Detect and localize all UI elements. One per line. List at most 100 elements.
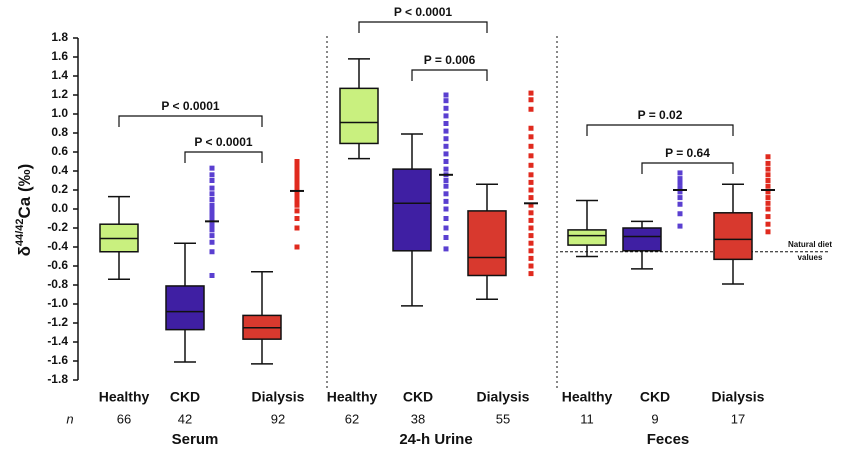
point [443, 128, 449, 134]
point [765, 160, 771, 166]
point [765, 189, 771, 195]
point [528, 202, 534, 208]
reference-label: Natural diet [788, 240, 832, 249]
y-tick-label: -0.8 [47, 277, 68, 291]
point [528, 263, 534, 269]
point [528, 225, 534, 231]
y-tick-label: -1.6 [47, 353, 68, 367]
y-tick-label: -0.6 [47, 258, 68, 272]
point [528, 179, 534, 185]
y-tick-label: -0.4 [47, 239, 68, 253]
point [294, 183, 300, 189]
y-tick-label: 0.0 [51, 201, 68, 215]
n-value: 55 [496, 411, 510, 426]
point [677, 170, 683, 176]
point [294, 172, 300, 178]
point [209, 197, 215, 202]
point [765, 166, 771, 172]
point [443, 92, 449, 98]
point [209, 233, 215, 239]
group-label: 24-h Urine [399, 431, 472, 448]
point [528, 187, 534, 193]
y-axis-label: δ44/42Ca (‰) [14, 164, 35, 257]
point [443, 143, 449, 149]
point [443, 166, 449, 172]
point [209, 239, 215, 245]
point [294, 159, 300, 164]
point [765, 195, 771, 201]
y-tick-label: -1.4 [47, 334, 68, 348]
point [443, 216, 449, 221]
y-label-sup: 44/42 [14, 218, 26, 246]
x-tick-label: Healthy [562, 389, 613, 405]
point [209, 172, 215, 178]
point [677, 189, 683, 195]
point [443, 246, 449, 252]
point [677, 185, 683, 191]
annotation: P = 0.02 [638, 108, 683, 122]
y-tick-label: 0.6 [51, 144, 68, 158]
point [528, 125, 534, 131]
box [392, 168, 432, 252]
point [443, 191, 449, 197]
point [765, 183, 771, 189]
y-tick-label: -1.0 [47, 296, 68, 310]
bracket [358, 21, 488, 33]
point [677, 201, 683, 207]
point [294, 216, 300, 221]
point [294, 163, 300, 169]
point [209, 227, 215, 233]
point [765, 214, 771, 220]
annotation: P = 0.006 [424, 53, 476, 67]
point [294, 191, 300, 197]
x-tick-label: CKD [640, 389, 670, 405]
point [528, 233, 534, 239]
point [528, 240, 534, 246]
point [528, 217, 534, 223]
y-tick-label: -1.2 [47, 315, 68, 329]
annotation: P < 0.0001 [394, 5, 452, 19]
x-tick-label: CKD [170, 389, 200, 405]
bracket [586, 124, 734, 136]
point [294, 176, 300, 182]
point [294, 195, 300, 201]
point [677, 223, 683, 229]
point [528, 210, 534, 216]
point [765, 229, 771, 235]
bracket [118, 115, 263, 127]
point [528, 143, 534, 149]
point [209, 178, 215, 183]
point [528, 162, 534, 168]
point [209, 222, 215, 228]
point [209, 273, 215, 278]
y-tick-label: 0.8 [51, 125, 68, 139]
n-value: 38 [411, 411, 425, 426]
y-tick-label: 1.8 [51, 30, 68, 44]
point [209, 206, 215, 212]
point [294, 208, 300, 214]
n-value: 42 [178, 411, 192, 426]
point [443, 105, 449, 111]
point [443, 183, 449, 189]
n-value: 11 [580, 411, 594, 426]
n-value: 9 [651, 411, 658, 426]
box [165, 285, 205, 331]
point [677, 180, 683, 186]
n-value: 62 [345, 411, 359, 426]
point [528, 97, 534, 103]
point [528, 134, 534, 140]
bracket [641, 162, 734, 174]
point [443, 225, 449, 231]
point [209, 202, 215, 208]
point [209, 165, 215, 171]
bracket [184, 151, 263, 163]
y-tick-label: 1.2 [51, 87, 68, 101]
point [294, 168, 300, 174]
point [528, 172, 534, 178]
point [443, 178, 449, 183]
point [528, 248, 534, 254]
point [443, 235, 449, 240]
y-tick-label: 0.2 [51, 182, 68, 196]
annotation: P < 0.0001 [161, 99, 219, 113]
